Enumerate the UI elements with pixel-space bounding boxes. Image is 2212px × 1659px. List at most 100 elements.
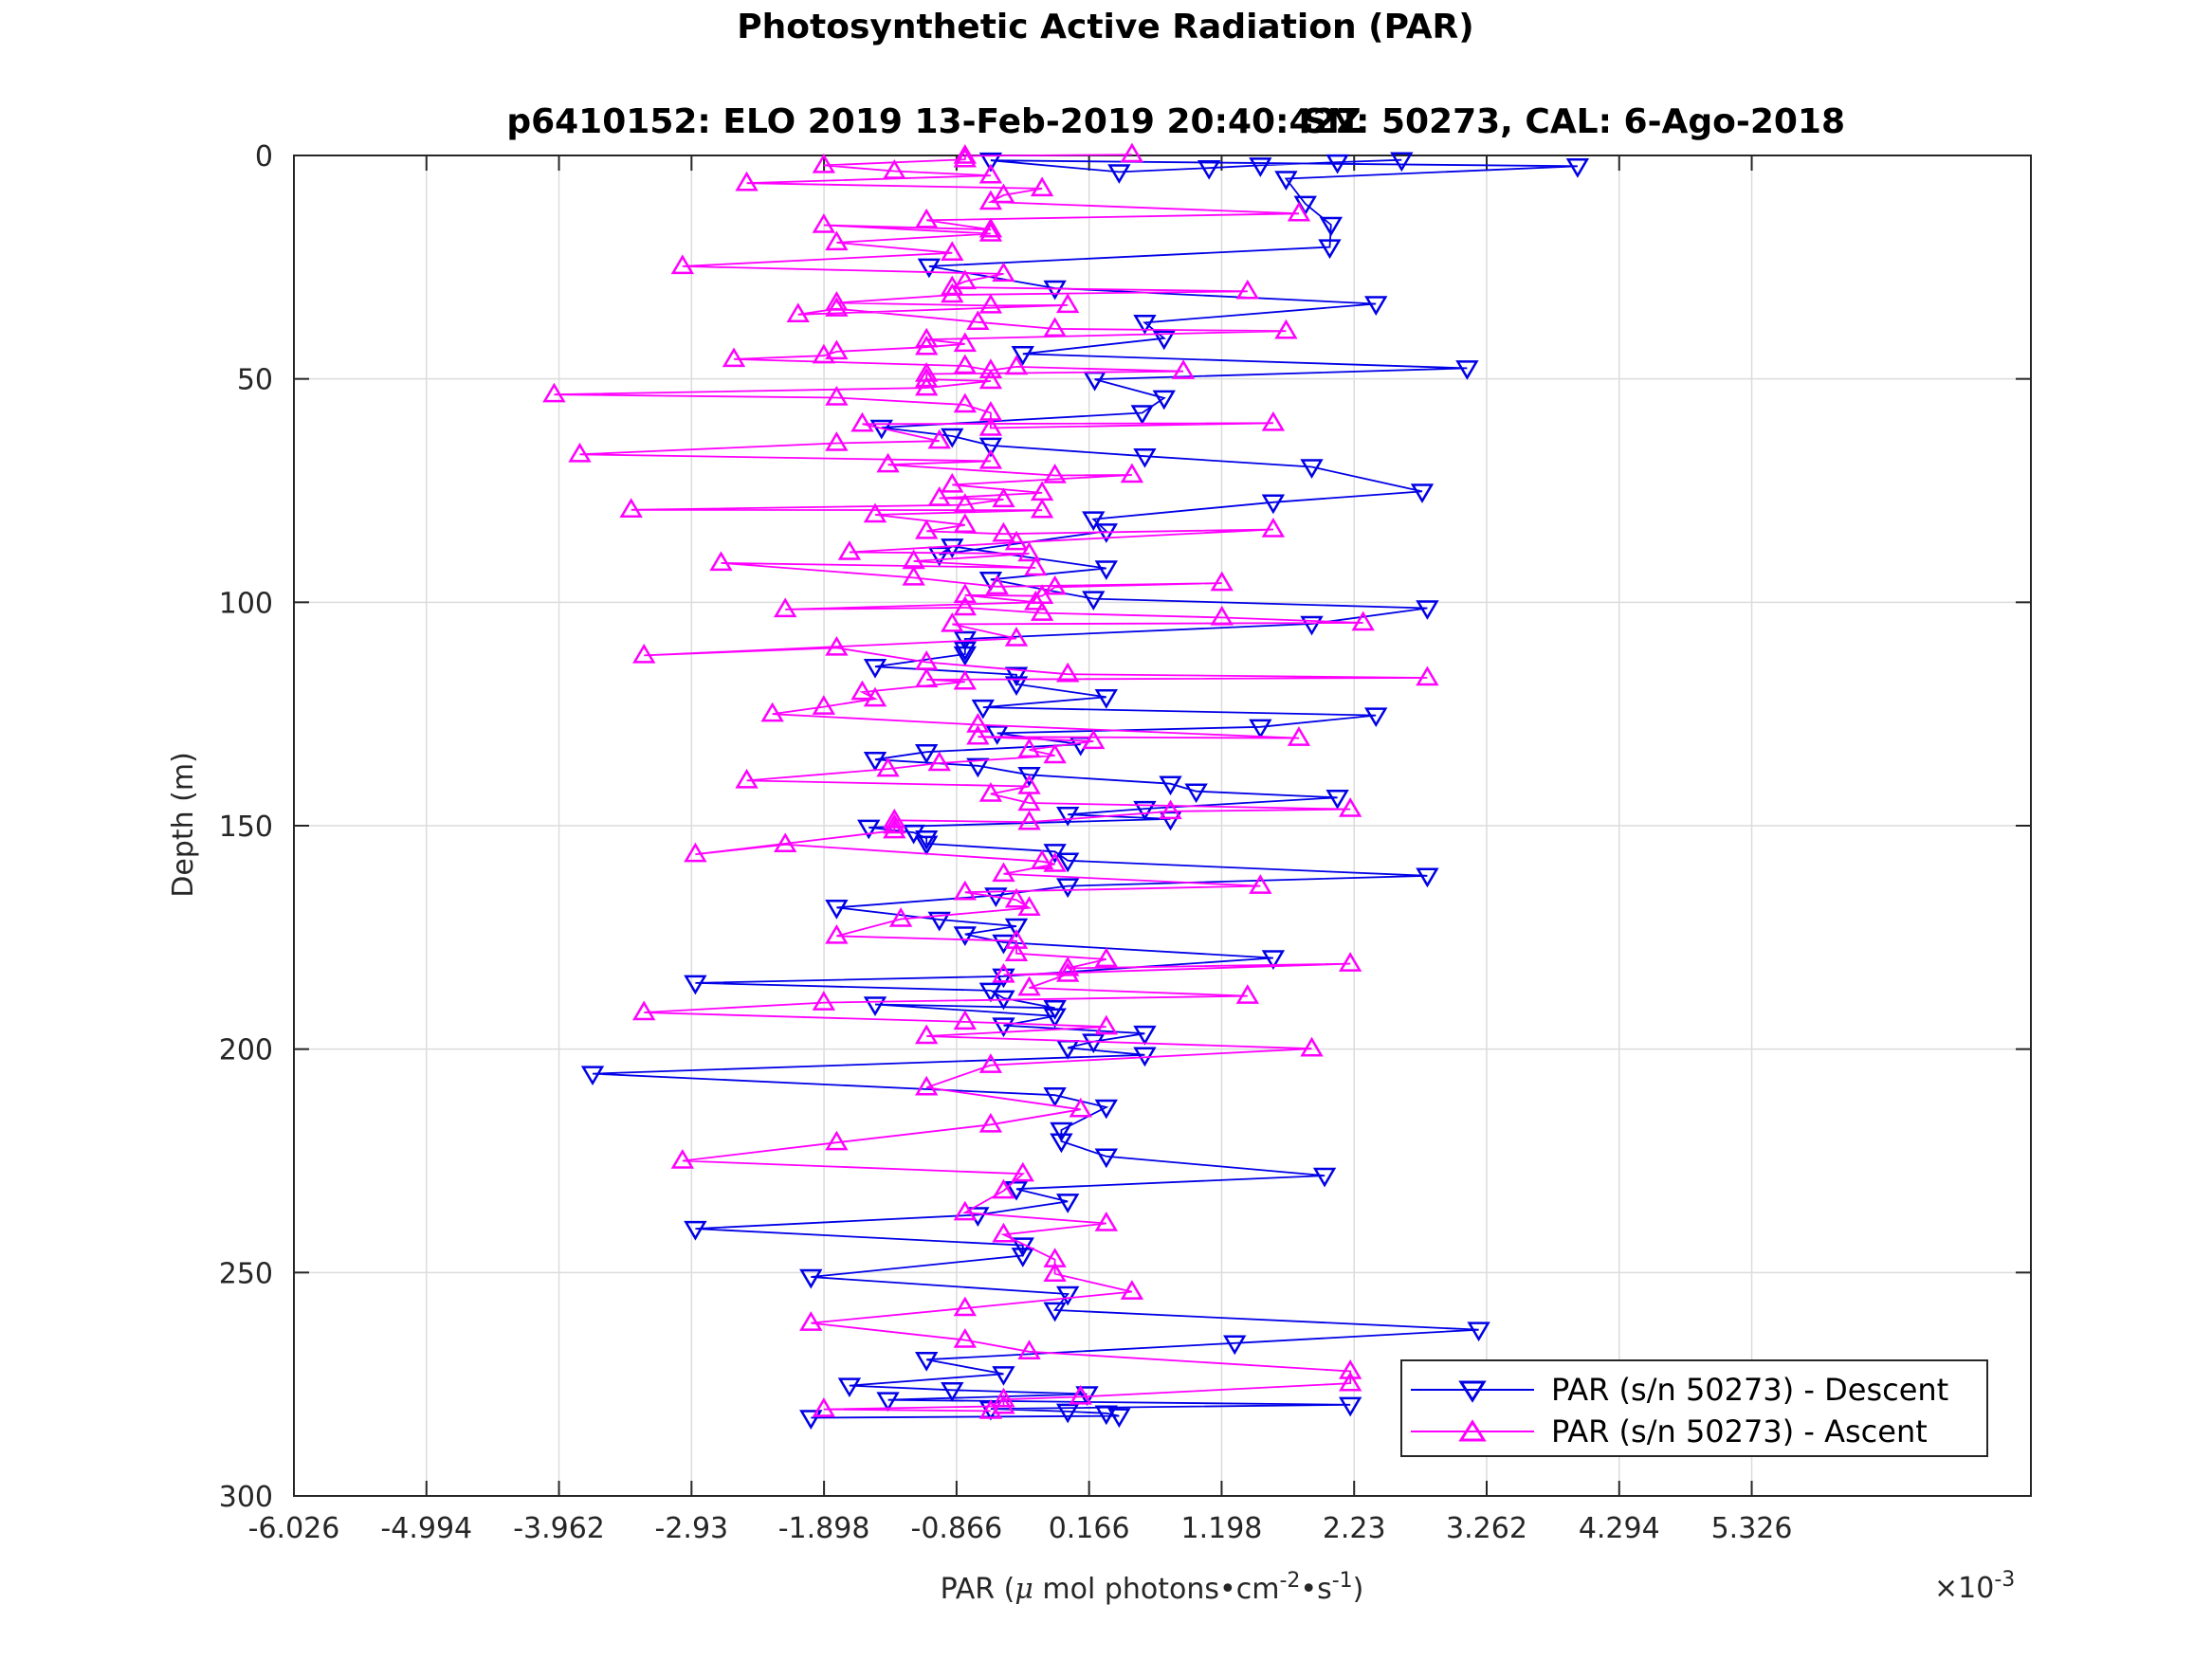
ascent-point [992, 962, 1015, 983]
ascent-point [1030, 481, 1054, 501]
descent-point [927, 546, 951, 567]
ascent-point [915, 327, 939, 348]
y-tick-label: 0 [255, 140, 273, 173]
descent-point [978, 437, 1003, 458]
ascent-point [953, 583, 978, 604]
ascent-point [953, 332, 978, 353]
x-tick-label: -2.93 [655, 1512, 729, 1545]
legend: PAR (s/n 50273) - Descent PAR (s/n 50273… [1400, 1359, 1988, 1457]
descent-point [863, 751, 887, 772]
ascent-point [1043, 852, 1067, 872]
ascent-point [1004, 887, 1029, 908]
descent-point [1300, 615, 1324, 636]
ascent-point [1094, 1212, 1118, 1231]
descent-point [1082, 1033, 1106, 1054]
ascent-point [1351, 611, 1375, 631]
legend-descent-label: PAR (s/n 50273) - Descent [1551, 1372, 1948, 1408]
descent-point [1107, 164, 1131, 184]
ascent-point [1043, 1262, 1067, 1282]
descent-point [1159, 775, 1182, 796]
y-tick-label: 300 [219, 1481, 273, 1514]
descent-point [992, 968, 1015, 989]
ascent-point [876, 452, 900, 473]
descent-point [941, 1382, 964, 1402]
ascent-point [1004, 627, 1029, 647]
ascent-point [1004, 355, 1029, 375]
ascent-point [825, 339, 849, 360]
ascent-point [542, 382, 566, 403]
descent-point [915, 1351, 939, 1372]
descent-point [1318, 239, 1342, 260]
ascent-point [953, 147, 978, 168]
ascent-point [850, 411, 874, 432]
descent-point [1223, 1335, 1247, 1356]
ascent-point [953, 354, 978, 374]
ascent-point [1082, 729, 1106, 750]
ascent-point [1210, 571, 1234, 592]
descent-point [953, 646, 978, 666]
descent-point [1043, 1086, 1067, 1107]
descent-point [1249, 157, 1272, 177]
x-tick-label: -6.026 [248, 1512, 340, 1545]
ascent-point [966, 724, 990, 745]
y-tick-label: 150 [219, 811, 273, 844]
ascent-point [1249, 874, 1272, 894]
ascent-point [953, 392, 978, 413]
x-tick-label: -3.962 [513, 1512, 605, 1545]
ascent-point [1159, 799, 1182, 820]
ascent-point [941, 241, 964, 262]
x-tick-label: 2.23 [1323, 1512, 1386, 1545]
descent-point [580, 1066, 605, 1086]
ascent-point [978, 782, 1003, 802]
ascent-point [978, 190, 1003, 210]
ascent-point [978, 369, 1003, 390]
descent-point [1152, 390, 1176, 410]
ascent-point [915, 367, 939, 388]
descent-point [1300, 459, 1324, 479]
descent-point [1312, 1167, 1337, 1188]
ascent-point [709, 551, 733, 572]
ascent-point [812, 343, 836, 364]
x-tick-label: 3.262 [1446, 1512, 1527, 1545]
descent-point [1416, 867, 1439, 888]
ascent-point [992, 1394, 1015, 1414]
ascent-point [1017, 738, 1041, 758]
ascent-point [812, 991, 836, 1011]
descent-point [1050, 1133, 1073, 1154]
chart-subtitle-left: p6410152: ELO 2019 13-Feb-2019 20:40:42Z [506, 102, 1361, 141]
ascent-point [1030, 176, 1054, 197]
ascent-point [953, 880, 978, 901]
x-tick-label: 0.166 [1049, 1512, 1130, 1545]
legend-descent-marker [1458, 1380, 1487, 1403]
ascent-point [978, 217, 1003, 238]
descent-point [992, 1017, 1015, 1038]
descent-point [1133, 800, 1157, 821]
descent-point [1107, 1408, 1131, 1429]
x-axis-label: PAR (μ mol photons•cm-2•s-1) [941, 1569, 1364, 1607]
ascent-point [837, 540, 862, 560]
ascent-point [863, 686, 887, 707]
ascent-point [978, 358, 1003, 378]
ascent-point [978, 163, 1003, 184]
ascent-point [992, 862, 1015, 883]
ascent-point [1235, 279, 1259, 300]
descent-point [799, 1268, 823, 1289]
ascent-point [941, 472, 964, 493]
ascent-point [568, 442, 592, 463]
descent-point [1082, 591, 1106, 611]
ascent-point [883, 818, 906, 839]
ascent-point [966, 310, 990, 331]
ascent-point [1055, 962, 1080, 982]
ascent-point [1069, 1097, 1092, 1118]
ascent-point [1120, 142, 1144, 163]
ascent-point [1043, 743, 1067, 764]
ascent-point [850, 680, 874, 701]
descent-point [971, 699, 995, 720]
descent-point [915, 830, 939, 850]
series-layer [542, 142, 1590, 1430]
ascent-point [735, 171, 759, 191]
ascent-point [1120, 463, 1144, 483]
ascent-point [915, 1075, 939, 1096]
descent-point [1249, 719, 1272, 739]
ascent-point [812, 1397, 836, 1417]
